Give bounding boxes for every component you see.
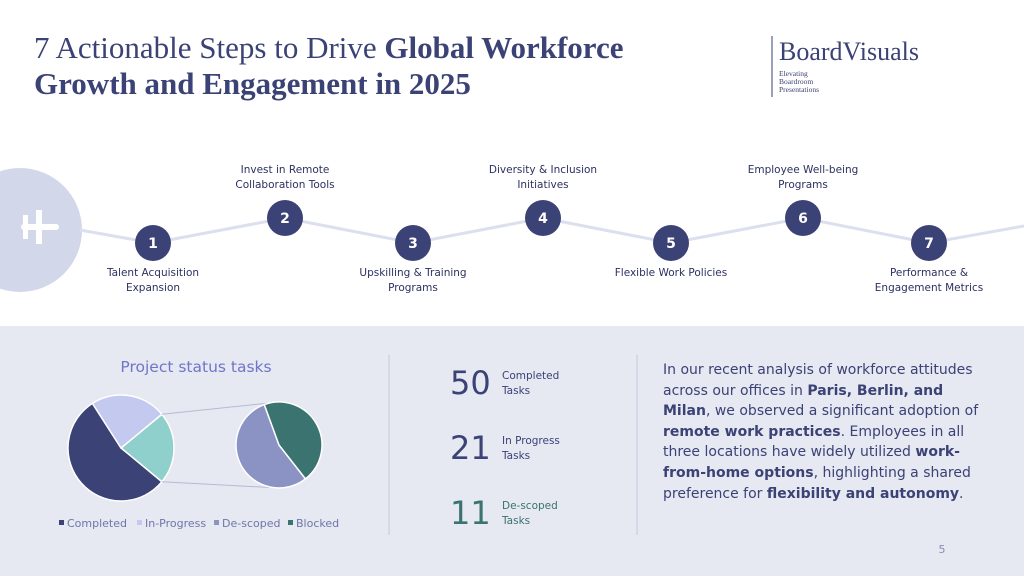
pie-connector (161, 401, 280, 415)
step-node (395, 225, 431, 261)
text-run: 7 Actionable Steps to Drive (34, 30, 385, 65)
step-number: 3 (408, 236, 418, 252)
step-node (135, 225, 171, 261)
legend-swatch (137, 520, 142, 525)
stat-number: 50 (450, 364, 491, 402)
pie-slice-secondary (235, 403, 307, 489)
logo-tagline: Presentations (779, 85, 819, 94)
text-run: In our recent analysis of workforce atti… (663, 362, 973, 399)
stat-number: 11 (450, 494, 491, 532)
text-run: remote work practices (663, 423, 841, 440)
step-node (267, 200, 303, 236)
pie-slice-secondary (263, 401, 323, 480)
text-run: . (959, 485, 964, 502)
step-number: 2 (280, 211, 290, 227)
pie-slice (91, 394, 163, 450)
page-number: 5 (939, 543, 946, 556)
step-node (653, 225, 689, 261)
logo-tagline: Boardroom (779, 77, 813, 86)
step-label: Flexible Work Policies (614, 267, 728, 279)
step-node (785, 200, 821, 236)
pie-slice (67, 402, 163, 502)
stat-number: 21 (450, 429, 491, 467)
logo-tagline: Elevating (779, 69, 808, 78)
step-label: Talent Acquisition Expansion (106, 267, 200, 294)
step-number: 5 (666, 236, 676, 252)
text-run: work-from-home options (663, 444, 960, 481)
step-node (911, 225, 947, 261)
step-label: Employee Well-being Programs (747, 164, 859, 191)
stat-label: De-scoped Tasks (502, 500, 558, 527)
legend-label: In-Progress (145, 517, 206, 530)
step-node (525, 200, 561, 236)
logo-name: BoardVisuals (779, 37, 919, 66)
plane-icon (21, 210, 59, 244)
summary-paragraph: In our recent analysis of workforce atti… (663, 360, 983, 504)
text-run: . Employees in all three locations have … (663, 423, 965, 461)
stat-label: In Progress Tasks (502, 435, 560, 462)
step-label: Upskilling & Training Programs (359, 267, 467, 294)
stat-label: Completed Tasks (502, 370, 560, 397)
pie-connector (161, 481, 280, 489)
text-run: , we observed a significant adoption of (705, 403, 979, 420)
step-number: 6 (798, 211, 808, 227)
chart-title: Project status tasks (120, 358, 271, 376)
legend-swatch (214, 520, 219, 525)
step-number: 1 (148, 236, 158, 252)
legend-swatch (288, 520, 293, 525)
step-label: Invest in Remote Collaboration Tools (235, 164, 335, 191)
legend-label: Blocked (296, 517, 339, 530)
step-label: Performance & Engagement Metrics (874, 267, 984, 294)
text-run: Paris, Berlin, and Milan (663, 382, 944, 420)
step-number: 7 (924, 236, 934, 252)
text-run: Global Workforce Growth and Engagement i… (34, 30, 624, 101)
slide-title: 7 Actionable Steps to Drive Global Workf… (34, 30, 714, 102)
legend-label: Completed (67, 517, 127, 530)
pie-slice-other (119, 413, 175, 483)
step-label: Diversity & Inclusion Initiatives (488, 164, 598, 191)
step-number: 4 (538, 211, 548, 227)
legend-label: De-scoped (222, 517, 280, 530)
text-run: flexibility and autonomy (766, 485, 960, 502)
legend-swatch (59, 520, 64, 525)
text-run: , highlighting a shared preference for (663, 464, 971, 502)
